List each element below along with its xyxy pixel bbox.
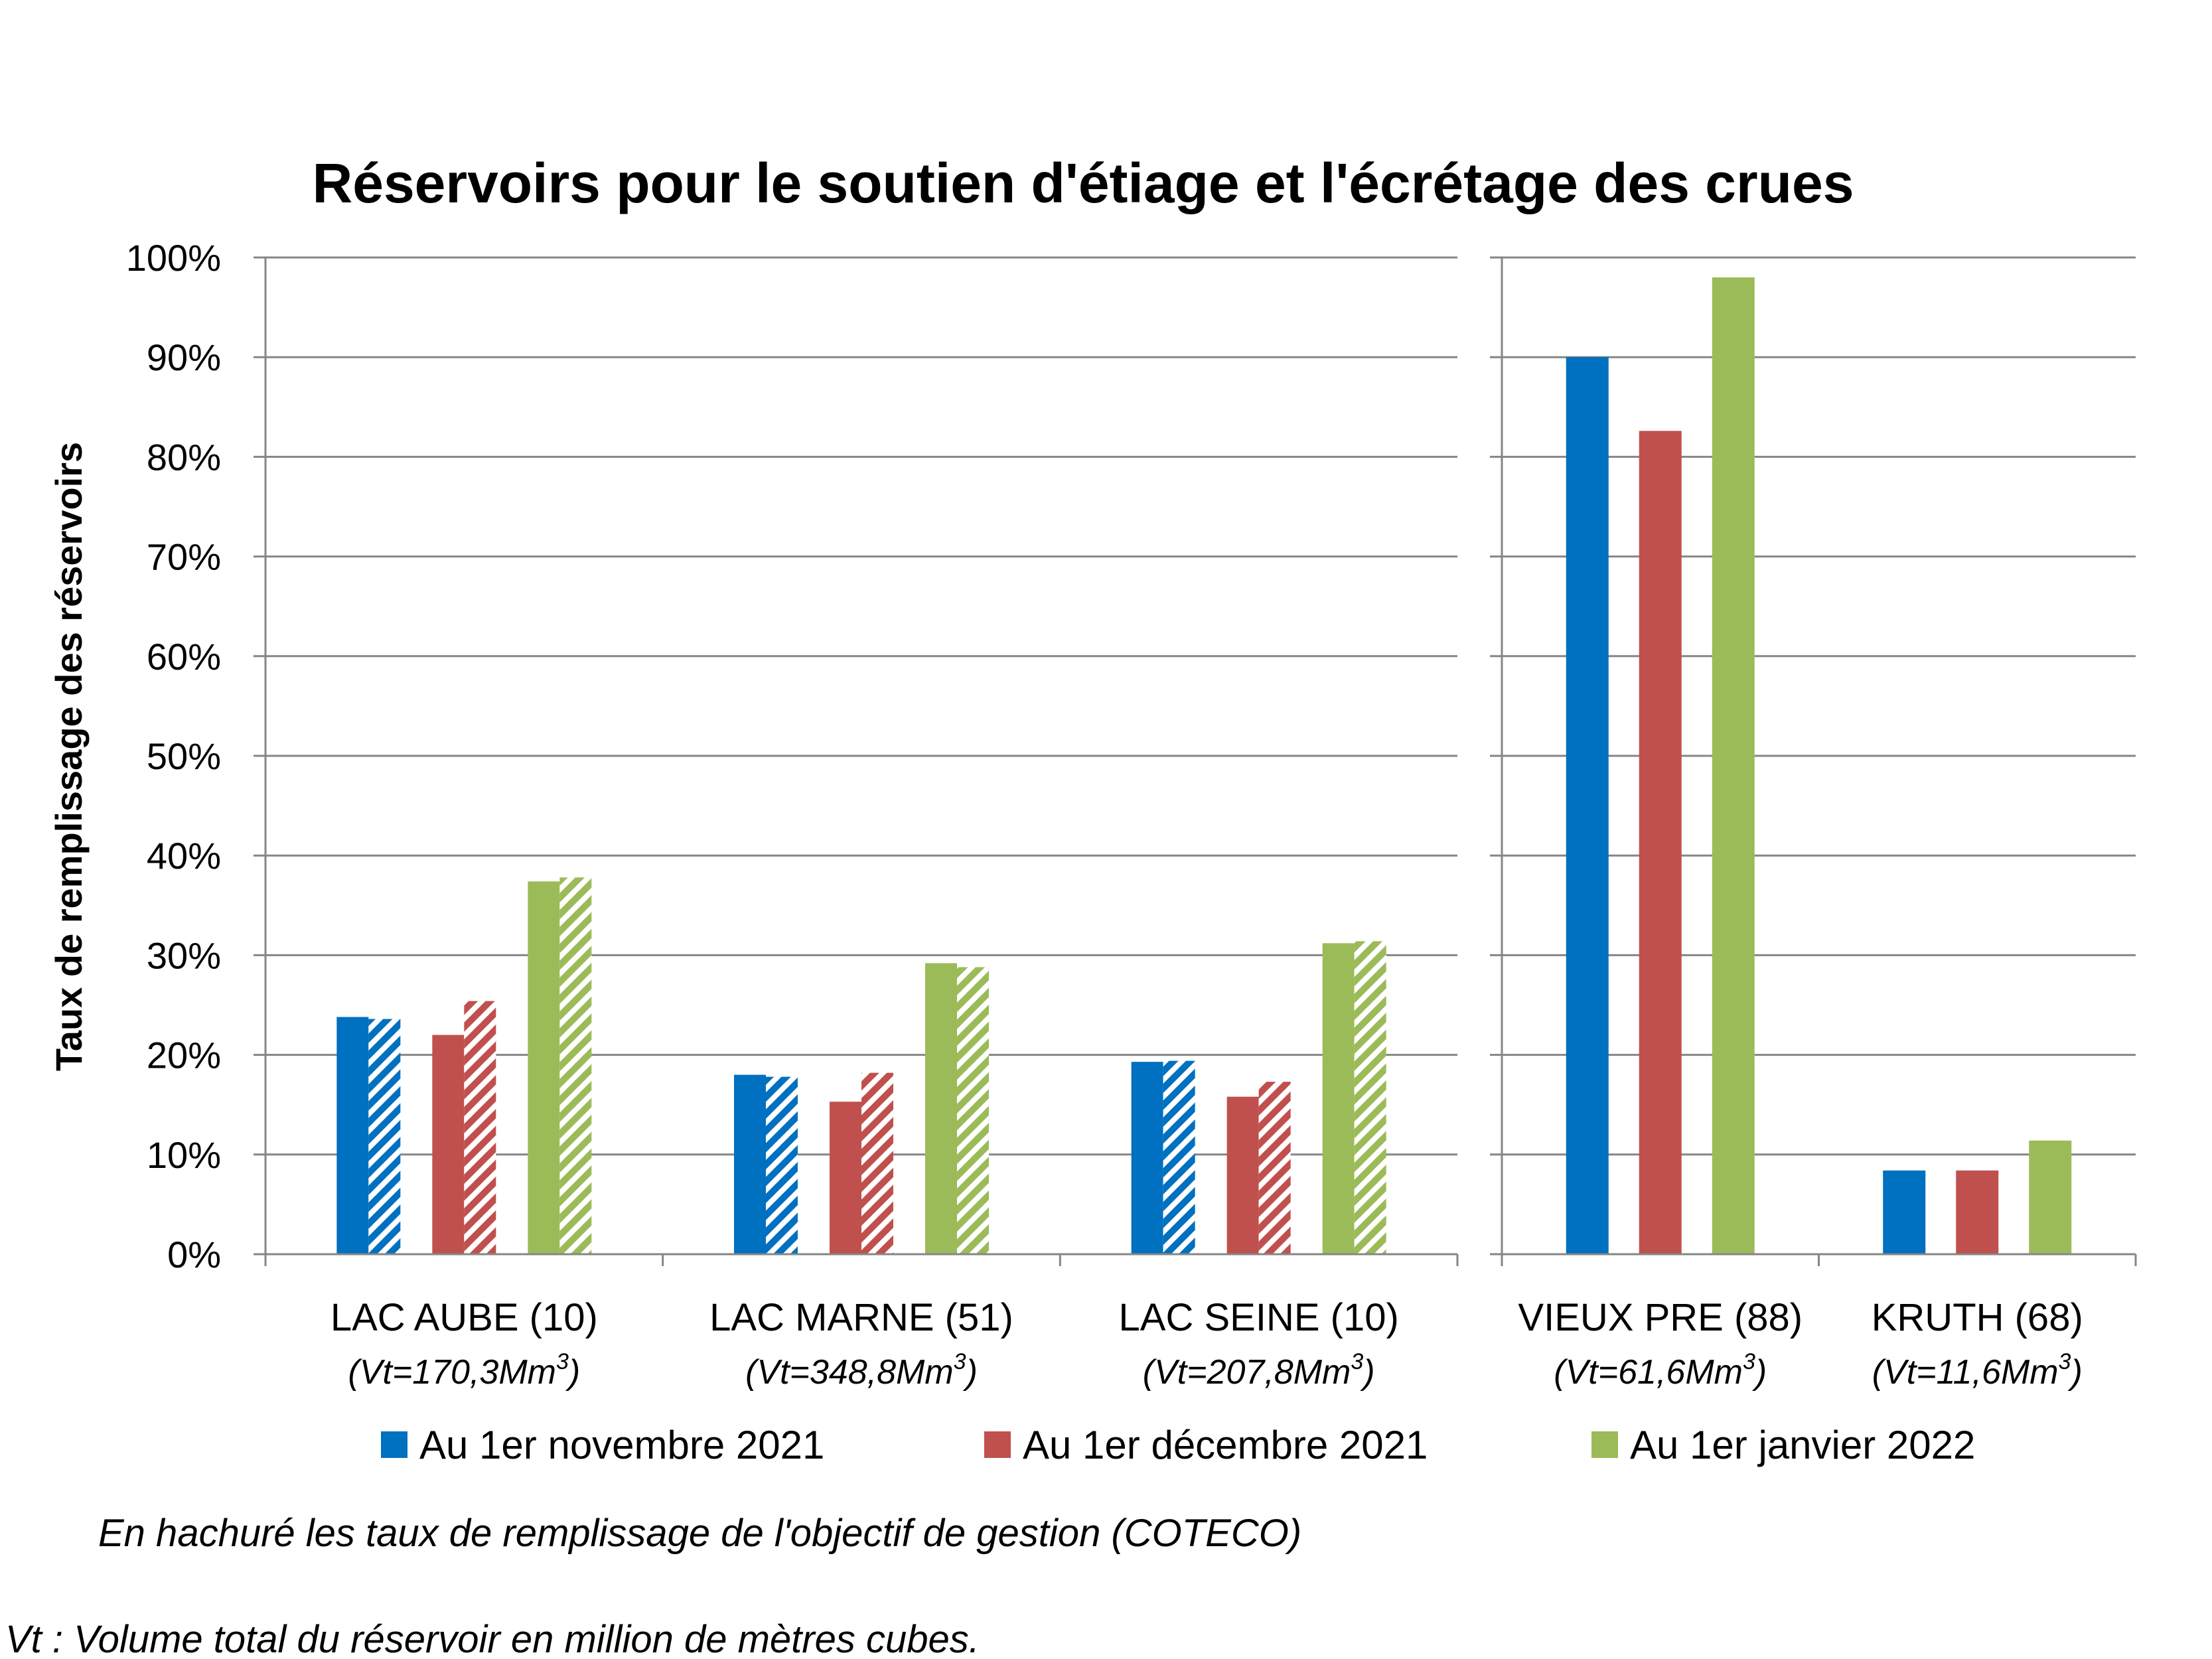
bar-actual <box>1226 1096 1259 1254</box>
y-tick-labels: 0% 10% 20% 30% 40% 50% 60% 70% 80% 90% 100% <box>126 237 221 1275</box>
category-label: LAC MARNE (51) <box>709 1296 1013 1339</box>
y-tick-label: 70% <box>147 536 221 578</box>
legend-swatch-jan <box>1591 1431 1618 1458</box>
category-label: KRUTH (68) <box>1872 1296 2083 1339</box>
hatch-note: En hachuré les taux de remplissage de l'… <box>98 1512 1301 1555</box>
category-label: LAC SEINE (10) <box>1119 1296 1399 1339</box>
y-tick-label: 100% <box>126 237 221 279</box>
x-axes <box>264 257 2137 1266</box>
y-tick-label: 20% <box>147 1035 221 1076</box>
bar-actual <box>1712 277 1755 1254</box>
bar-objective <box>957 967 989 1254</box>
category-label: LAC AUBE (10) <box>331 1296 598 1339</box>
bar-objective <box>1258 1082 1291 1254</box>
bar-actual <box>1956 1170 1999 1254</box>
bar-objective <box>766 1076 798 1254</box>
category-volume-label: (Vt=170,3Mm3) <box>348 1349 580 1392</box>
legend-label-dec: Au 1er décembre 2021 <box>1023 1423 1428 1467</box>
y-tick-label: 90% <box>147 336 221 378</box>
bar-objective <box>464 1001 496 1254</box>
y-axis-label: Taux de remplissage des réservoirs <box>48 442 90 1071</box>
legend-swatch-dec <box>984 1431 1011 1458</box>
bar-objective <box>368 1019 401 1254</box>
category-labels: LAC AUBE (10) (Vt=170,3Mm3) LAC MARNE (51)… <box>331 1296 2083 1392</box>
bar-actual <box>1131 1062 1163 1254</box>
gridlines <box>254 256 2136 1256</box>
y-tick-label: 10% <box>147 1134 221 1176</box>
category-volume-label: (Vt=11,6Mm3) <box>1872 1349 2083 1392</box>
y-tick-label: 40% <box>147 835 221 877</box>
legend-label-nov: Au 1er novembre 2021 <box>419 1423 824 1467</box>
category-label: VIEUX PRE (88) <box>1518 1296 1803 1339</box>
y-tick-label: 30% <box>147 934 221 976</box>
bar-actual <box>925 963 957 1254</box>
bar-objective <box>861 1072 893 1254</box>
bar-actual <box>1566 357 1609 1255</box>
legend: Au 1er novembre 2021 Au 1er décembre 202… <box>381 1423 1975 1467</box>
legend-item-jan: Au 1er janvier 2022 <box>1591 1423 1975 1467</box>
bars <box>336 277 2072 1255</box>
bar-actual <box>528 881 560 1254</box>
y-tick-label: 80% <box>147 436 221 478</box>
legend-item-nov: Au 1er novembre 2021 <box>381 1423 824 1467</box>
bar-actual <box>1883 1170 1926 1254</box>
vt-note: Vt : Volume total du réservoir en millio… <box>5 1618 980 1659</box>
bar-actual <box>1639 431 1682 1254</box>
y-tick-label: 0% <box>167 1234 221 1275</box>
bar-actual <box>1322 943 1355 1254</box>
y-tick-label: 50% <box>147 735 221 777</box>
bar-actual <box>2029 1140 2072 1254</box>
legend-item-dec: Au 1er décembre 2021 <box>984 1423 1428 1467</box>
chart-title: Réservoirs pour le soutien d'étiage et l… <box>313 152 1854 214</box>
bar-objective <box>1163 1060 1195 1254</box>
legend-swatch-nov <box>381 1431 407 1458</box>
bar-actual <box>734 1074 766 1254</box>
bar-objective <box>1354 941 1386 1254</box>
bar-actual <box>830 1102 861 1254</box>
y-tick-label: 60% <box>147 636 221 678</box>
legend-label-jan: Au 1er janvier 2022 <box>1630 1423 1975 1467</box>
bar-actual <box>336 1017 369 1254</box>
bar-actual <box>432 1035 465 1254</box>
category-volume-label: (Vt=207,8Mm3) <box>1143 1349 1375 1392</box>
category-volume-label: (Vt=348,8Mm3) <box>745 1349 978 1392</box>
bar-objective <box>559 877 592 1254</box>
category-volume-label: (Vt=61,6Mm3) <box>1554 1349 1767 1392</box>
